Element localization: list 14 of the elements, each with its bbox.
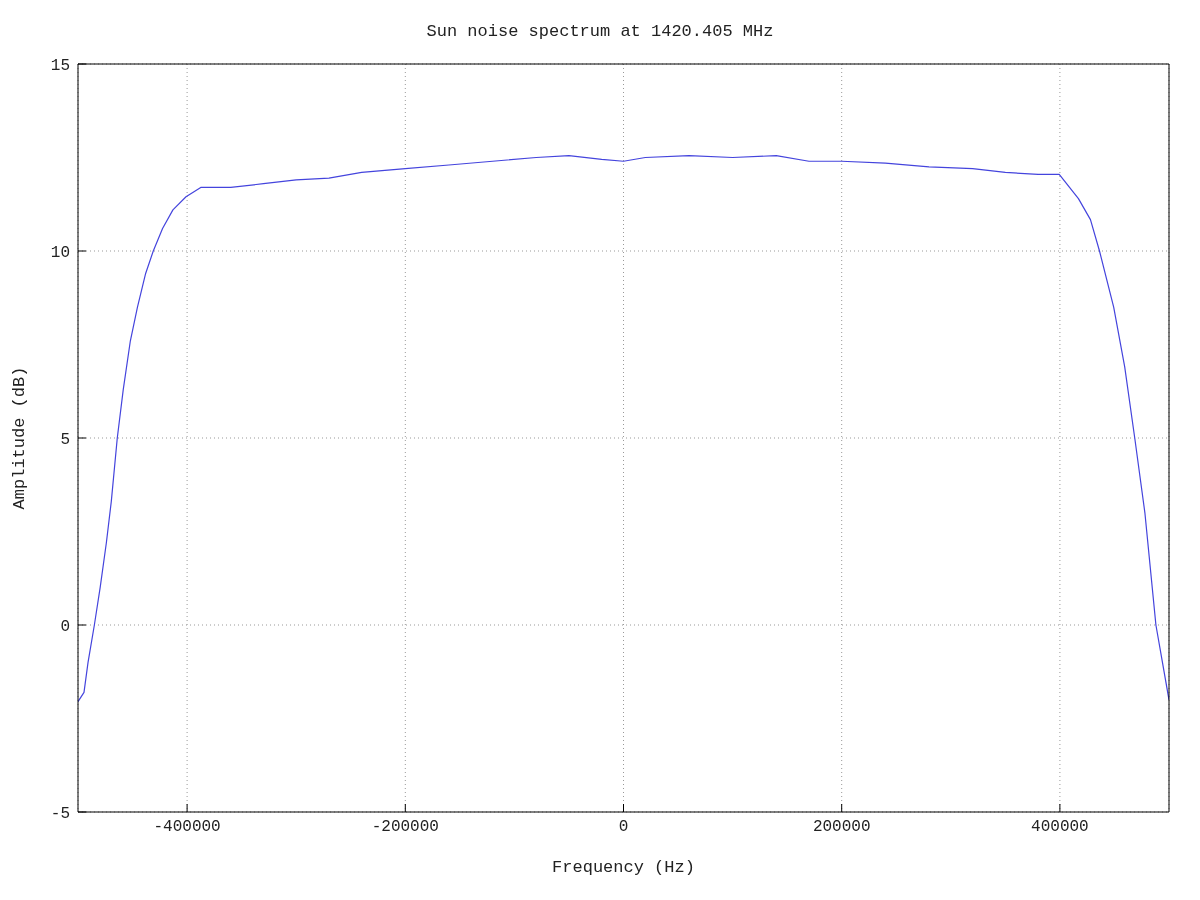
x-tick-label: 0 — [618, 818, 629, 837]
x-tick-label: 400000 — [1031, 818, 1089, 837]
y-tick-label: 0 — [60, 617, 70, 636]
x-tick-label: 200000 — [812, 818, 871, 837]
x-tick-label: -200000 — [371, 818, 439, 837]
chart-title: Sun noise spectrum at 1420.405 MHz — [425, 22, 775, 41]
x-tick-label: -400000 — [153, 818, 221, 837]
x-axis-title: Frequency (Hz) — [552, 858, 695, 877]
line-series — [78, 155, 1169, 703]
y-axis-title: Amplitude (dB) — [10, 366, 30, 510]
y-tick-label: 5 — [60, 430, 70, 449]
y-tick-label: 10 — [50, 243, 70, 262]
y-tick-label: 15 — [50, 56, 70, 75]
y-tick-label: -5 — [50, 804, 70, 823]
